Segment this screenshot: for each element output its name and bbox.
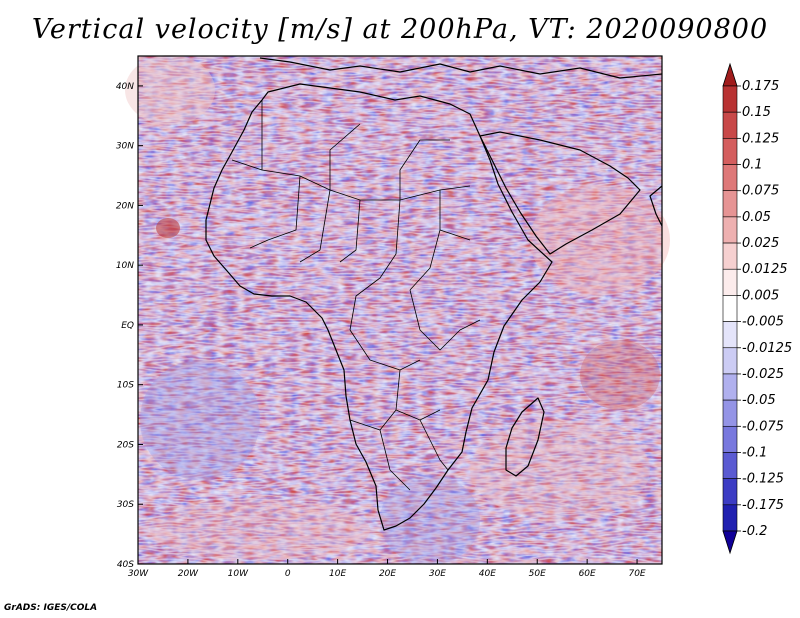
colorbar-swatch [722, 216, 738, 244]
colorbar-swatch [722, 425, 738, 453]
colorbar-swatch [722, 242, 738, 270]
y-tick-label: 20S [117, 440, 134, 450]
colorbar-label: 0.15 [742, 105, 771, 120]
madagascar-outline [505, 397, 545, 477]
colorbar-label: 0.005 [742, 288, 779, 303]
colorbar-swatch [722, 268, 738, 296]
y-tick-label: 10S [117, 381, 134, 391]
y-axis: 40N 30N 20N 10N EQ 10S 20S 30S 40S [116, 82, 143, 570]
europe-coast [259, 57, 663, 79]
coastlines [205, 57, 663, 531]
colorbar-swatch [722, 164, 738, 192]
colorbar-swatch [722, 399, 738, 427]
country-borders [231, 100, 481, 491]
colorbar-label: -0.125 [742, 472, 784, 487]
velocity-field [125, 55, 670, 565]
x-tick-label: 40E [479, 569, 496, 579]
colorbar-label: 0.175 [742, 79, 779, 94]
colorbar-swatch [722, 504, 738, 532]
y-tick-label: 30N [116, 142, 134, 152]
y-tick-label: 40N [116, 82, 134, 92]
x-tick-label: 30E [429, 569, 446, 579]
colorbar-label: -0.0125 [742, 341, 792, 356]
colorbar-swatch [722, 373, 738, 401]
colorbar-swatch [722, 295, 738, 322]
x-tick-label: 10W [228, 569, 249, 579]
x-axis: 30W 20W 10W 0 10E 20E 30E 40E 50E 60E 70E [128, 559, 646, 579]
y-tick-label: EQ [121, 321, 134, 331]
map-frame [137, 55, 663, 565]
x-tick-label: 70E [628, 569, 645, 579]
colorbar-swatch [722, 111, 738, 139]
colorbar-swatch [722, 321, 738, 349]
x-tick-label: 60E [579, 569, 596, 579]
chart-title: Vertical velocity [m/s] at 200hPa, VT: 2… [31, 14, 769, 45]
x-tick-label: 10E [329, 569, 346, 579]
colorbar-label: -0.175 [742, 498, 784, 513]
y-tick-label: 10N [116, 261, 134, 271]
credit-text: GrADS: IGES/COLA [4, 603, 98, 613]
x-tick-label: 0 [285, 569, 291, 579]
colorbar-swatch [722, 85, 738, 113]
y-tick-label: 40S [117, 560, 134, 570]
colorbar-label: 0.1 [742, 158, 763, 173]
y-tick-label: 20N [116, 201, 134, 211]
colorbar-label: -0.025 [742, 367, 784, 382]
colorbar-label: 0.075 [742, 184, 779, 199]
colorbar-label: -0.2 [742, 524, 767, 539]
x-tick-label: 50E [529, 569, 546, 579]
colorbar-label: 0.125 [742, 131, 779, 146]
colorbar-label: 0.0125 [742, 262, 788, 277]
colorbar-swatch [722, 478, 738, 506]
colorbar: 0.175 0.15 0.125 0.1 0.075 0.05 0.025 0.0125 0.0… [722, 62, 792, 555]
colorbar-min-arrow [722, 530, 738, 555]
colorbar-max-arrow [722, 62, 738, 87]
x-tick-label: 30W [128, 569, 149, 579]
colorbar-label: -0.075 [742, 419, 784, 434]
x-tick-label: 20W [178, 569, 199, 579]
x-tick-label: 20E [379, 569, 396, 579]
colorbar-label: -0.005 [742, 315, 784, 330]
colorbar-label: 0.05 [742, 210, 771, 225]
colorbar-swatch [722, 347, 738, 375]
colorbar-swatch [722, 138, 738, 165]
colorbar-label: -0.1 [742, 445, 767, 460]
arabia-outline [479, 131, 641, 255]
india-coast [649, 185, 663, 227]
y-tick-label: 30S [117, 500, 134, 510]
colorbar-swatch [722, 452, 738, 479]
africa-outline [205, 83, 553, 531]
colorbar-swatch [722, 190, 738, 218]
colorbar-label: -0.05 [742, 393, 776, 408]
colorbar-label: 0.025 [742, 236, 779, 251]
